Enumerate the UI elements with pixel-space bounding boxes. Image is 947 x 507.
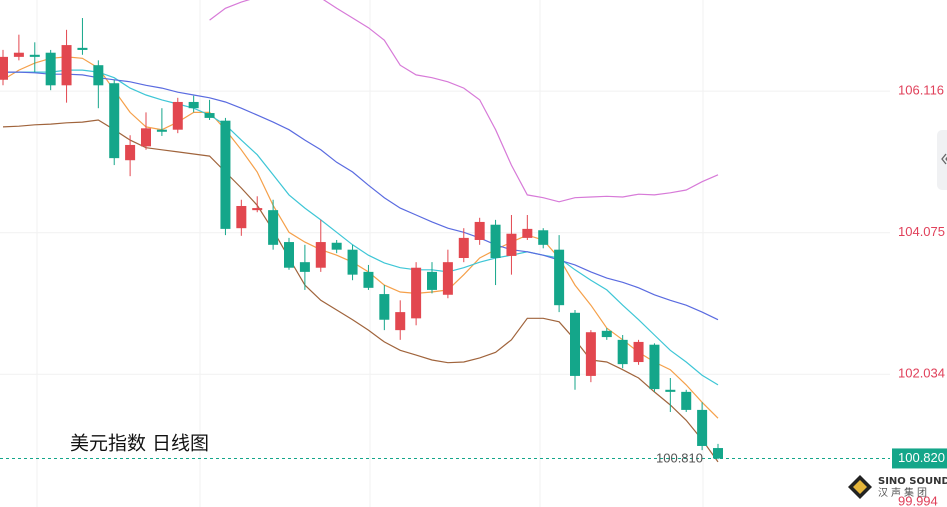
candle-body: [697, 409, 708, 446]
candle-body: [601, 330, 612, 338]
watermark-text: 汉声集团: [878, 486, 930, 499]
candle-body: [442, 262, 453, 295]
y-tick-label: 104.075: [898, 224, 945, 239]
candle-body: [649, 344, 660, 390]
candle-body: [554, 249, 565, 306]
y-tick-label: 106.116: [898, 83, 944, 98]
candle-body: [125, 144, 136, 161]
plot-area: [0, 0, 890, 463]
candle-body: [681, 391, 692, 410]
indicator-line: [209, 0, 719, 203]
candle-body: [0, 56, 8, 80]
indicator-line: [2, 119, 719, 463]
chart-title: 美元指数 日线图: [70, 433, 209, 455]
y-tick-label: 102.034: [898, 366, 945, 381]
candle-body: [61, 45, 72, 86]
indicator-line: [3, 69, 719, 386]
candle-body: [474, 221, 485, 240]
candle-body: [633, 341, 644, 363]
vertical-grid: [36, 0, 704, 507]
candle-body: [45, 52, 56, 86]
low-label: 100.810: [656, 451, 703, 466]
candle-body: [93, 65, 104, 86]
candle-body: [490, 224, 501, 259]
watermark-logo-inner: [853, 480, 867, 494]
candle-body: [13, 52, 24, 57]
candle-body: [220, 120, 231, 229]
watermark: SINO SOUND 汉声集团: [848, 475, 947, 499]
candle-body: [665, 389, 676, 392]
candle-body: [77, 47, 88, 50]
candle-body: [29, 54, 40, 57]
candle-body: [236, 205, 247, 229]
candle-body: [141, 128, 151, 147]
indicator-line: [3, 71, 719, 321]
candle-body: [458, 237, 469, 259]
candle-body: [506, 233, 517, 256]
candle-body: [299, 262, 310, 272]
candle-body: [395, 312, 406, 331]
candle-body: [713, 448, 723, 459]
candle-body: [109, 83, 120, 159]
candle-body: [284, 242, 294, 268]
candle-body: [363, 271, 374, 288]
candle-body: [522, 228, 533, 238]
candle-body: [585, 332, 596, 376]
candle-body: [156, 129, 167, 132]
candle-body: [188, 101, 199, 109]
candle-body: [315, 242, 326, 268]
candle-body: [268, 210, 279, 245]
candle-body: [427, 271, 437, 290]
candle-body: [204, 113, 215, 118]
indicator-line: [2, 56, 719, 419]
candle-body: [252, 208, 263, 211]
candle-body: [379, 294, 390, 320]
last-price-label: 100.820: [898, 450, 945, 465]
candle-body: [331, 242, 342, 250]
y-tick-label: 99.994: [898, 493, 938, 507]
side-tab[interactable]: [937, 130, 947, 190]
candle-body: [538, 230, 549, 245]
candle-body: [347, 249, 358, 275]
last-price-box: [892, 448, 947, 469]
watermark-text: SINO SOUND: [878, 476, 947, 487]
candle-body: [570, 312, 580, 376]
candle-body: [172, 101, 183, 130]
side-tab-icon[interactable]: [941, 153, 947, 165]
candle-body: [617, 339, 628, 365]
candle-body: [411, 267, 422, 319]
